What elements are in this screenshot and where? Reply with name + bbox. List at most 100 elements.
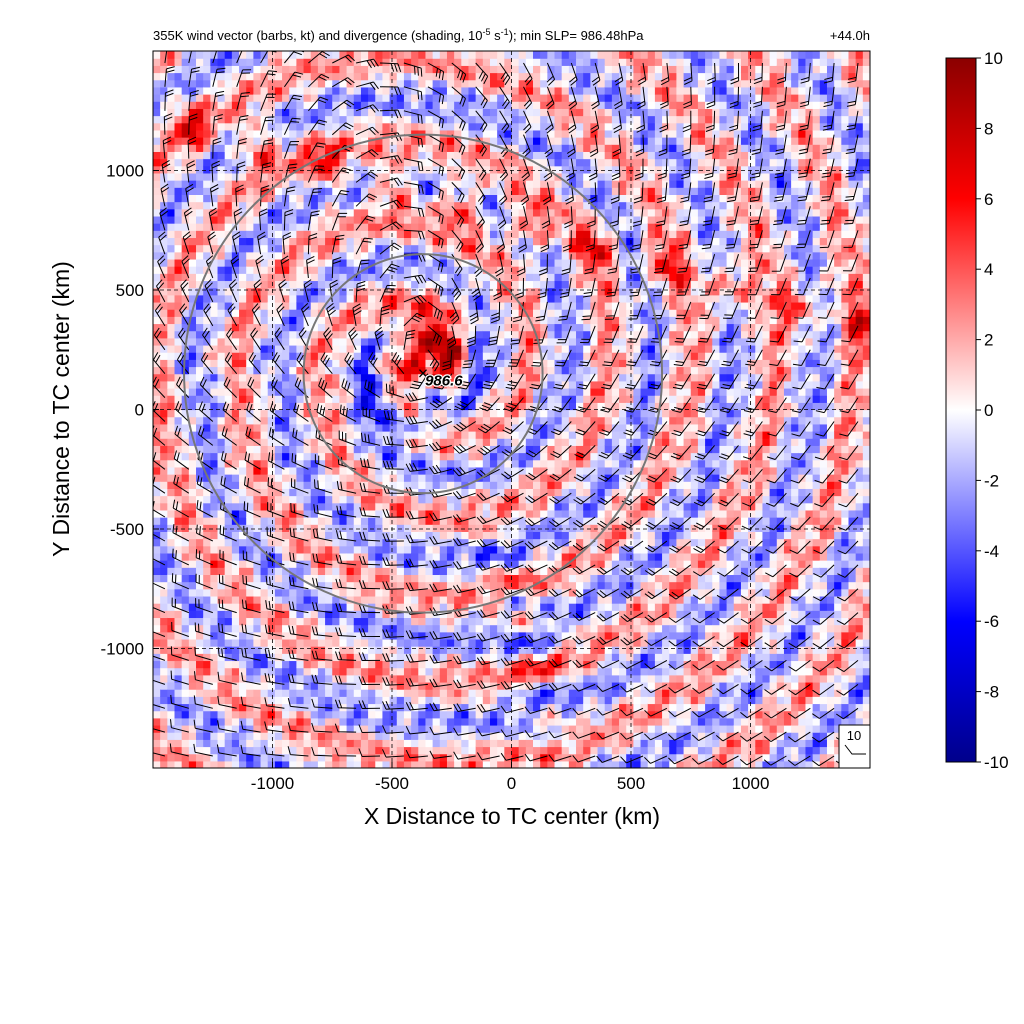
field-cell [418,230,427,239]
field-cell [382,158,391,167]
field-cell [454,144,462,152]
field-cell [497,323,505,332]
field-cell [203,753,211,762]
field-cell [353,703,362,712]
field-cell [403,624,412,633]
field-cell [210,359,219,368]
field-cell [274,689,283,697]
field-cell [375,208,384,217]
field-cell [181,445,190,454]
field-cell [289,172,297,181]
field-cell [411,287,419,296]
field-cell [411,402,419,411]
field-cell [325,309,333,317]
field-cell [153,674,161,683]
field-cell [224,696,233,705]
field-cell [446,660,455,669]
field-cell [174,402,183,411]
field-cell [497,610,505,619]
field-cell [267,524,276,532]
field-cell [196,230,204,239]
field-cell [325,710,333,719]
field-cell [389,380,398,389]
field-cell [396,337,405,346]
field-cell [375,724,384,733]
field-cell [461,137,470,145]
field-cell [217,459,226,468]
field-cell [253,258,262,267]
field-cell [181,380,190,389]
field-cell [454,316,462,325]
field-cell [353,294,362,303]
field-cell [174,244,183,253]
field-cell [317,481,326,489]
field-cell [167,215,176,224]
field-cell [461,431,470,439]
field-cell [425,660,434,669]
field-cell [267,746,276,755]
field-cell [296,517,305,525]
field-cell [482,158,491,167]
field-cell [339,588,348,597]
field-cell [339,646,348,654]
field-cell [289,631,297,640]
field-cell [282,58,290,66]
field-cell [253,488,262,497]
field-cell [274,696,283,705]
field-cell [174,739,183,748]
field-cell [282,753,290,762]
field-cell [317,366,326,375]
field-cell [303,280,312,289]
field-cell [239,495,247,504]
field-cell [188,595,197,604]
field-cell [188,667,197,676]
field-cell [489,732,498,740]
field-cell [253,423,262,432]
field-cell [231,266,240,274]
field-cell [368,567,376,576]
field-cell [203,588,211,597]
field-cell [418,273,427,282]
field-cell [188,617,197,626]
field-cell [289,366,297,375]
field-cell [317,466,326,475]
title-end: ); min SLP= 986.48hPa [509,28,645,43]
field-cell [425,359,434,368]
field-cell [303,86,312,95]
field-cell [461,287,470,296]
field-cell [181,595,190,604]
field-cell [360,251,369,260]
field-cell [439,466,448,475]
field-cell [310,459,319,468]
field-cell [217,667,226,676]
field-cell [196,330,204,339]
field-cell [418,151,427,160]
field-cell [253,660,262,669]
field-cell [418,187,427,195]
field-cell [303,122,312,131]
field-cell [339,258,348,267]
field-cell [153,696,161,705]
field-cell [239,237,247,246]
field-cell [282,280,290,289]
field-cell [231,208,240,217]
field-cell [224,137,233,145]
field-cell [160,373,168,382]
field-cell [274,266,283,274]
field-cell [403,402,412,411]
field-cell [446,746,455,755]
field-cell [504,251,513,260]
field-cell [504,581,513,590]
field-cell [167,574,176,583]
field-cell [439,373,448,382]
field-cell [181,588,190,597]
field-cell [317,172,326,181]
field-cell [160,251,168,260]
field-cell [475,753,484,762]
field-cell [346,402,355,411]
field-cell [267,574,276,583]
field-cell [446,323,455,332]
field-cell [231,617,240,626]
field-cell [346,732,355,740]
field-cell [382,445,391,454]
